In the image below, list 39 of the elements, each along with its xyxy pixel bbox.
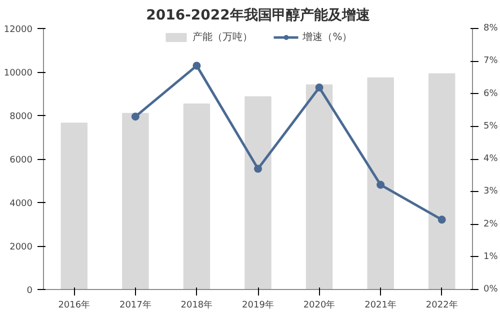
- y2-tick-label: 0%: [484, 284, 498, 294]
- bar: [428, 73, 456, 290]
- y2-tick-label: 5%: [484, 121, 498, 132]
- legend-label: 增速（%）: [302, 30, 352, 44]
- y2-tick-label: 1%: [484, 252, 498, 262]
- point: [315, 84, 324, 92]
- bar: [306, 84, 333, 290]
- y2-tick-label: 6%: [484, 88, 498, 99]
- x-tick-label: 2020年: [303, 300, 336, 310]
- y-tick-label: 6000: [10, 156, 33, 166]
- x-tick-label: 2021年: [364, 300, 397, 310]
- point: [376, 180, 385, 189]
- bar: [183, 103, 210, 290]
- point: [254, 164, 262, 173]
- bar: [60, 122, 88, 290]
- y2-tick-label: 2%: [484, 219, 498, 230]
- y2-tick-label: 7%: [484, 56, 498, 66]
- y-tick-label: 10000: [4, 68, 33, 78]
- y-tick-label: 8000: [10, 112, 33, 122]
- x-tick-label: 2017年: [119, 300, 152, 310]
- y2-tick-label: 3%: [484, 186, 498, 197]
- bar: [367, 77, 394, 290]
- x-tick-label: 2018年: [180, 300, 213, 310]
- bar: [122, 112, 149, 290]
- x-tick-label: 2019年: [242, 300, 274, 310]
- bar: [244, 96, 272, 290]
- x-tick-label: 2022年: [426, 300, 458, 310]
- point: [192, 62, 201, 70]
- y2-tick-label: 8%: [484, 24, 498, 34]
- x-tick-label: 2016年: [58, 300, 90, 310]
- y-tick-label: 4000: [10, 199, 33, 209]
- legend-label: 产能（万吨）: [192, 30, 253, 44]
- chart-title: 2016-2022年我国甲醇产能及增速: [146, 6, 371, 24]
- point: [131, 112, 140, 121]
- y2-tick-label: 4%: [484, 154, 498, 164]
- y-tick-label: 0: [26, 286, 33, 296]
- y-tick-label: 12000: [4, 25, 33, 35]
- point: [438, 216, 446, 224]
- y-tick-label: 2000: [10, 242, 33, 252]
